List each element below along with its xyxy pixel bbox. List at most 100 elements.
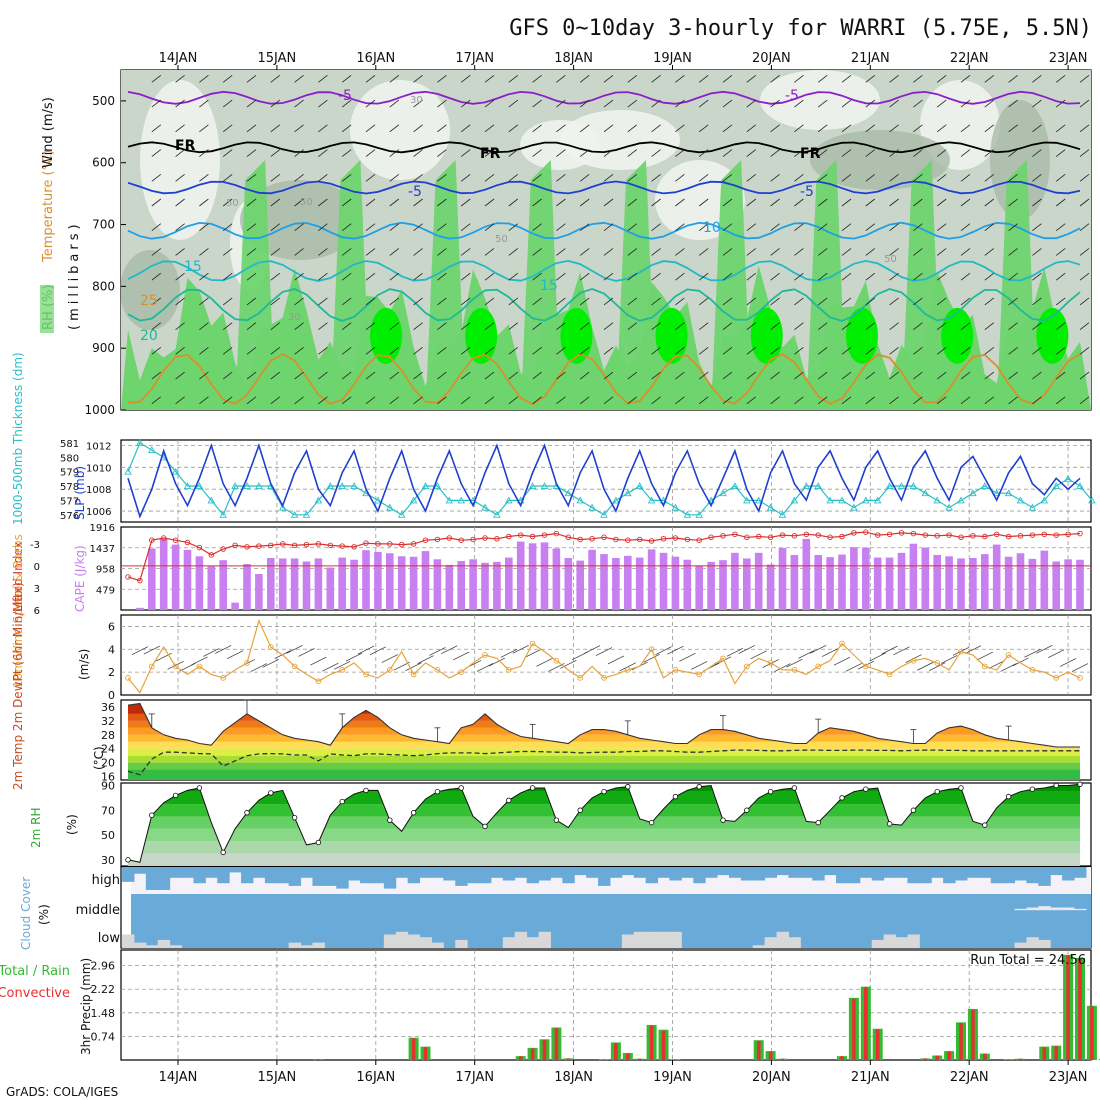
rh-point xyxy=(125,857,131,863)
rh-point xyxy=(529,785,536,791)
lifted-index-point xyxy=(1005,533,1012,540)
wind-barb xyxy=(341,223,352,232)
cape-bar xyxy=(933,554,941,610)
cape-axis-label: CAPE (J/kg) xyxy=(73,545,87,612)
wind-barb xyxy=(984,371,995,380)
cape-bar xyxy=(588,549,596,610)
wind-barb xyxy=(341,371,352,380)
lifted-index-point xyxy=(303,541,310,548)
wind-barb-10m xyxy=(893,646,910,656)
lifted-index-point xyxy=(470,536,476,543)
cloud-high-bar xyxy=(490,867,504,878)
wind-barb xyxy=(484,173,495,182)
cloud-high-bar xyxy=(943,867,956,884)
cape-bar xyxy=(433,559,442,610)
lifted-index-point xyxy=(613,536,619,543)
cape-bar xyxy=(659,552,668,610)
wind-barb xyxy=(199,124,209,133)
precip-convective-bar xyxy=(1054,1045,1058,1060)
wind-barb xyxy=(913,371,923,380)
wind-barb xyxy=(960,173,971,182)
wind-barb xyxy=(579,371,590,380)
wind-barb xyxy=(698,272,709,281)
lifted-index-point xyxy=(1029,532,1036,538)
wind-barb xyxy=(484,124,495,133)
wind-barb xyxy=(960,322,971,330)
wind-barb xyxy=(318,371,328,380)
wind-barb xyxy=(222,149,233,157)
cape-bar xyxy=(719,560,727,610)
wind-barb xyxy=(817,173,828,182)
wind-barb xyxy=(675,223,685,232)
wind-barb xyxy=(437,198,447,207)
contour-label: -5 xyxy=(408,184,422,200)
wind-barb xyxy=(770,173,780,182)
wind-barb xyxy=(437,99,447,108)
wind-barb xyxy=(151,322,162,330)
rh-low-region xyxy=(560,110,680,170)
wind-barb xyxy=(913,149,923,157)
thickness-point xyxy=(1064,474,1072,482)
rh-band xyxy=(128,853,1080,866)
wind-barb xyxy=(175,371,185,380)
lifted-index-point xyxy=(541,532,548,538)
lifted-tick-label: 0 xyxy=(34,562,40,573)
wind-barb xyxy=(746,124,757,133)
cloud-low-bar xyxy=(621,934,635,948)
wind-barb xyxy=(460,297,471,306)
wind-speed-point xyxy=(981,663,988,670)
precip-convective-bar xyxy=(1078,958,1082,1060)
lifted-index-point xyxy=(874,532,881,538)
wind-barb xyxy=(389,198,400,207)
wind-barb xyxy=(318,124,328,133)
date-label-bottom: 15JAN xyxy=(258,1070,297,1085)
contour-label: -5 xyxy=(785,88,799,104)
wind-barb xyxy=(294,99,304,108)
wind-barb xyxy=(460,248,471,256)
thickness-point xyxy=(338,482,346,489)
wind-barb xyxy=(532,75,542,83)
wind-barb xyxy=(889,198,899,207)
cape-bar xyxy=(826,557,834,610)
cape-bar xyxy=(992,544,1001,610)
wind-barb xyxy=(175,99,185,108)
wind-barb xyxy=(222,272,233,281)
wind-barb xyxy=(270,322,281,330)
wind-barb xyxy=(1079,75,1090,83)
wind-barb xyxy=(746,198,757,207)
precip-tick-label: 0.74 xyxy=(91,1030,116,1043)
precip-convective-bar xyxy=(637,1058,642,1060)
rh-point xyxy=(363,787,369,794)
wind-barb xyxy=(246,371,257,380)
cape-bar xyxy=(897,552,906,610)
thickness-point xyxy=(481,503,489,511)
rh-point xyxy=(672,793,679,800)
wind-barb xyxy=(817,124,828,133)
lifted-tick-label: -3 xyxy=(30,540,40,551)
wind-barb xyxy=(556,223,566,232)
wind-barb xyxy=(913,248,923,256)
wind-barb xyxy=(294,248,304,256)
cloud-high-bar xyxy=(824,867,837,876)
wind-barb xyxy=(294,124,304,133)
wind-barb xyxy=(389,223,400,232)
wind-barb xyxy=(508,149,519,157)
wind-barb xyxy=(817,149,828,157)
wind-barb xyxy=(437,173,447,182)
wind-barb xyxy=(508,99,519,108)
cloud-high-bar xyxy=(431,867,444,878)
cape-bar xyxy=(457,561,465,610)
cape-bar xyxy=(1052,561,1060,610)
thickness-point xyxy=(386,503,394,511)
wind-barb xyxy=(746,371,757,380)
precip-convective-bar xyxy=(566,1058,571,1060)
wind-barb xyxy=(627,272,638,281)
cape-bar xyxy=(635,557,644,610)
wind-barb xyxy=(627,396,638,405)
cloud-low-bar xyxy=(383,934,397,948)
cloud-low-bar xyxy=(538,931,551,948)
thickness-point xyxy=(505,496,513,504)
rh-point xyxy=(648,819,655,826)
wind-barb xyxy=(1079,322,1090,330)
wind-barb-10m xyxy=(334,660,351,670)
